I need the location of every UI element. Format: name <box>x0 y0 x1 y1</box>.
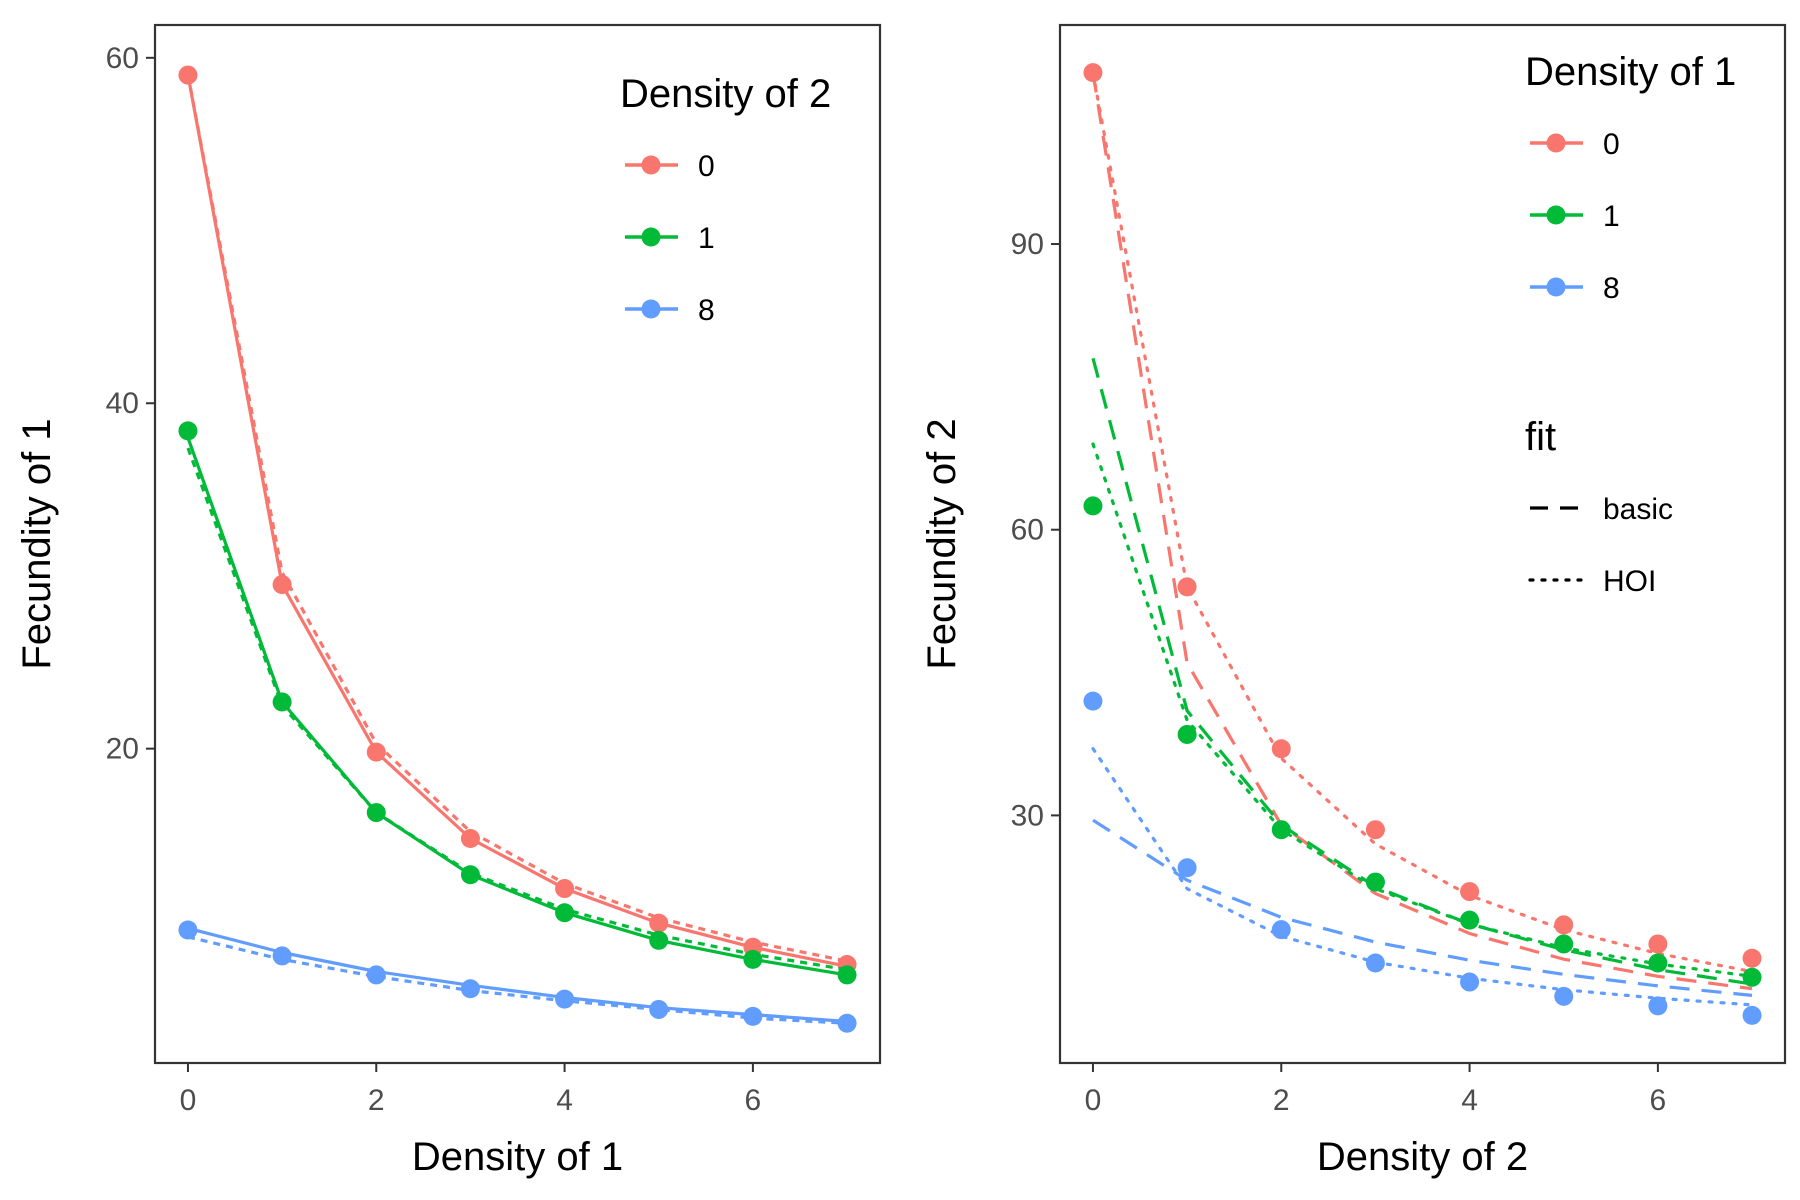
y-tick-label: 60 <box>106 42 139 75</box>
y-tick-label: 90 <box>1011 228 1044 261</box>
data-point-8 <box>178 920 198 940</box>
x-tick-label: 4 <box>556 1084 573 1117</box>
legend-key-point <box>641 227 661 247</box>
legend-key-point <box>1546 205 1566 225</box>
data-point-1 <box>460 865 480 885</box>
data-point-0 <box>649 913 669 933</box>
data-point-8 <box>837 1013 857 1033</box>
fit-legend-label: basic <box>1603 493 1673 526</box>
legend-key-point <box>641 299 661 319</box>
data-point-1 <box>366 803 386 823</box>
legend-key-point <box>641 155 661 175</box>
series-1-basic-line <box>186 437 848 977</box>
series-1-hoi-line <box>186 447 848 972</box>
plot-marks <box>1083 63 1762 1025</box>
data-point-1 <box>178 421 198 441</box>
x-tick-label: 6 <box>1650 1084 1667 1117</box>
data-point-0 <box>272 575 292 595</box>
data-point-0 <box>460 828 480 848</box>
legend-label: 1 <box>1603 200 1620 233</box>
data-point-0 <box>1083 63 1103 83</box>
legend-label: 0 <box>698 150 715 183</box>
data-point-0 <box>1365 820 1385 840</box>
data-point-8 <box>1177 858 1197 878</box>
series-0-hoi-line <box>186 74 848 963</box>
data-point-8 <box>460 979 480 999</box>
x-tick-label: 0 <box>1085 1084 1102 1117</box>
data-point-1 <box>837 965 857 985</box>
data-point-1 <box>1554 934 1574 954</box>
data-point-1 <box>1365 872 1385 892</box>
legend-title: Density of 1 <box>1525 50 1736 94</box>
data-point-1 <box>1271 820 1291 840</box>
data-point-8 <box>743 1006 763 1026</box>
fit-legend-label: HOI <box>1603 565 1656 598</box>
y-axis-title: Fecundity of 1 <box>15 418 59 669</box>
y-axis-title: Fecundity of 2 <box>920 418 964 669</box>
series-0-basic-line <box>186 74 848 968</box>
data-point-8 <box>649 999 669 1019</box>
data-point-0 <box>1554 915 1574 935</box>
data-point-0 <box>1177 577 1197 597</box>
data-point-8 <box>1271 920 1291 940</box>
data-point-0 <box>1271 739 1291 759</box>
data-point-8 <box>1460 972 1480 992</box>
series-1-basic-line <box>1091 357 1753 986</box>
data-point-8 <box>366 965 386 985</box>
data-point-8 <box>1742 1005 1762 1025</box>
data-point-8 <box>1083 691 1103 711</box>
data-point-0 <box>366 742 386 762</box>
data-point-1 <box>1742 967 1762 987</box>
x-tick-label: 4 <box>1461 1084 1478 1117</box>
y-tick-label: 60 <box>1011 514 1044 547</box>
data-point-0 <box>1460 882 1480 902</box>
y-tick-label: 40 <box>106 387 139 420</box>
data-point-8 <box>555 989 575 1009</box>
series-1-hoi-line <box>1091 442 1754 978</box>
x-axis-title: Density of 2 <box>1317 1135 1528 1179</box>
data-point-0 <box>555 879 575 899</box>
series-8-hoi-line <box>1091 747 1754 1007</box>
right-panel: 30 60 90 0 2 4 6 Density of 2 Fecundity of 2 Dens… <box>920 23 1787 1179</box>
legend-key-point <box>1546 277 1566 297</box>
series-8-basic-line <box>1092 818 1753 997</box>
data-point-1 <box>1177 724 1197 744</box>
data-point-8 <box>1554 986 1574 1006</box>
data-point-1 <box>555 903 575 923</box>
data-point-0 <box>1648 934 1668 954</box>
legend-label: 1 <box>698 222 715 255</box>
data-point-8 <box>1648 996 1668 1016</box>
legend-title: Density of 2 <box>620 72 831 116</box>
y-tick-label: 30 <box>1011 799 1044 832</box>
data-point-1 <box>1083 496 1103 516</box>
x-tick-label: 2 <box>368 1084 385 1117</box>
data-point-1 <box>743 949 763 969</box>
x-axis-title: Density of 1 <box>412 1135 623 1179</box>
plot-area <box>153 23 882 1065</box>
data-point-1 <box>649 930 669 950</box>
data-point-1 <box>272 692 292 712</box>
legend-label: 0 <box>1603 128 1620 161</box>
plot-area <box>1058 23 1787 1065</box>
data-point-0 <box>178 65 198 85</box>
x-tick-label: 6 <box>745 1084 762 1117</box>
data-point-1 <box>1460 910 1480 930</box>
data-point-8 <box>1365 953 1385 973</box>
data-point-0 <box>1742 948 1762 968</box>
legend-label: 8 <box>1603 272 1620 305</box>
left-panel: 20 40 60 0 2 4 6 Density of 1 Fecundity of 1 Dens… <box>15 23 882 1179</box>
fit-legend-title: fit <box>1525 415 1556 459</box>
legend-label: 8 <box>698 294 715 327</box>
data-point-1 <box>1648 953 1668 973</box>
legend-key-point <box>1546 133 1566 153</box>
data-point-8 <box>272 946 292 966</box>
x-tick-label: 0 <box>180 1084 197 1117</box>
plot-marks <box>178 65 857 1033</box>
y-tick-label: 20 <box>106 733 139 766</box>
series-8-basic-line <box>187 926 848 1024</box>
series-0-hoi-line <box>1091 70 1754 974</box>
x-tick-label: 2 <box>1273 1084 1290 1117</box>
